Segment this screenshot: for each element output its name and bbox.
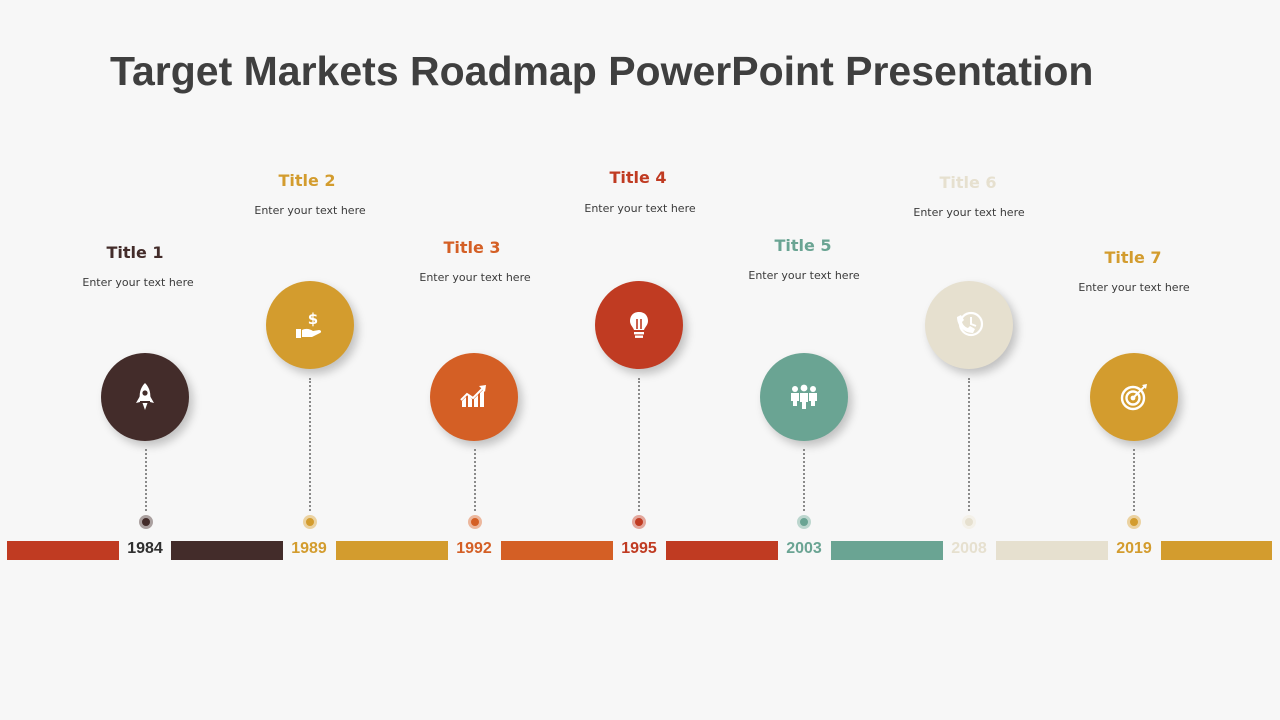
milestone-text: Enter your text here [584,202,696,215]
timeline-bar-segment [831,541,943,560]
timeline-dot [1127,515,1141,529]
rocket-icon [136,383,154,410]
timeline-bar-segment [171,541,283,560]
timeline-bar-segment [336,541,448,560]
timeline-bar-segment [501,541,613,560]
milestone-title: Title 1 [106,243,164,262]
connector-line [145,449,147,511]
timeline-dot [632,515,646,529]
milestone-circle [101,353,189,441]
milestone-text: Enter your text here [748,269,860,282]
milestone-title: Title 6 [939,173,997,192]
milestone-title: Title 4 [609,168,667,187]
milestone-title: Title 2 [278,171,336,190]
milestone-title: Title 5 [774,236,832,255]
timeline-bar-segment [7,541,119,560]
milestone-year: 1989 [291,540,327,557]
timeline-dot [468,515,482,529]
timeline-dot [139,515,153,529]
milestone-year: 1995 [621,540,657,557]
team-icon [791,384,817,409]
milestone-year: 2008 [951,540,987,557]
milestone-circle [760,353,848,441]
connector-line [309,378,311,511]
phone-clock-icon [957,311,984,337]
connector-line [1133,449,1135,511]
timeline-dot [303,515,317,529]
milestone-circle [595,281,683,369]
milestone-year: 2019 [1116,540,1152,557]
timeline-bar-segment [666,541,778,560]
milestone-text: Enter your text here [913,206,1025,219]
milestone-year: 2003 [786,540,822,557]
money-hand-icon: $ [296,310,322,338]
connector-line [968,378,970,511]
slide-title: Target Markets Roadmap PowerPoint Presen… [110,48,1094,94]
connector-line [638,378,640,511]
milestone-text: Enter your text here [254,204,366,217]
timeline-bar-segment [1161,541,1272,560]
target-icon [1120,384,1147,411]
timeline-dot [962,515,976,529]
milestone-circle [430,353,518,441]
milestone-year: 1992 [456,540,492,557]
milestone-year: 1984 [127,540,163,557]
timeline-bar-segment [996,541,1108,560]
milestone-text: Enter your text here [419,271,531,284]
milestone-title: Title 3 [443,238,501,257]
milestone-text: Enter your text here [82,276,194,289]
milestone-text: Enter your text here [1078,281,1190,294]
svg-text:$: $ [308,310,318,328]
connector-line [803,449,805,511]
milestone-circle [925,281,1013,369]
growth-chart-icon [460,385,486,407]
lightbulb-icon [630,312,648,338]
connector-line [474,449,476,511]
milestone-circle [1090,353,1178,441]
timeline-dot [797,515,811,529]
milestone-circle: $ [266,281,354,369]
milestone-title: Title 7 [1104,248,1162,267]
